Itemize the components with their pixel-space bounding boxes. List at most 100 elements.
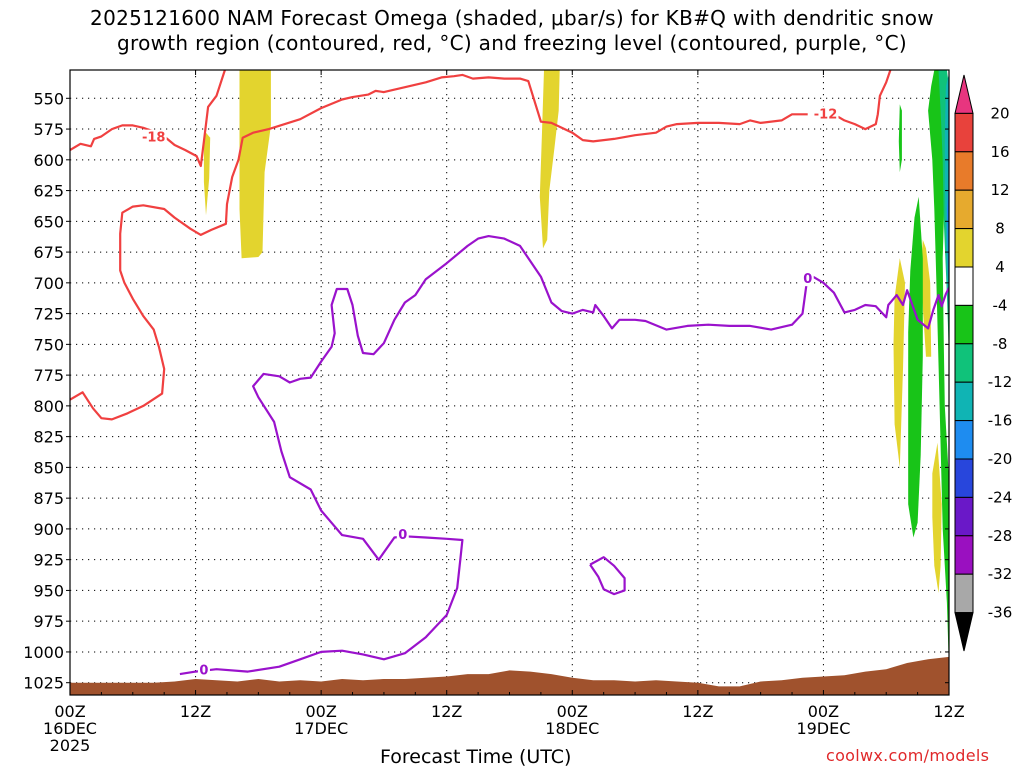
credit-link[interactable]: coolwx.com/models bbox=[826, 746, 990, 765]
contour-line bbox=[833, 70, 892, 131]
contour-label-text: 0 bbox=[398, 528, 407, 543]
contour-line bbox=[589, 556, 626, 596]
contour-line bbox=[70, 70, 226, 168]
contour-label-text: 0 bbox=[803, 272, 812, 287]
contour-label: 0 bbox=[396, 527, 409, 543]
y-tick-label: 575 bbox=[33, 120, 64, 139]
x-tick-label: 12Z bbox=[933, 702, 964, 721]
colorbar-swatch bbox=[954, 112, 974, 153]
terrain bbox=[70, 656, 949, 695]
colorbar-swatch bbox=[954, 573, 974, 614]
y-tick-label: 850 bbox=[33, 458, 64, 477]
x-tick-label: 16DEC bbox=[43, 719, 97, 738]
colorbar-swatch bbox=[954, 535, 974, 575]
y-tick-label: 975 bbox=[33, 612, 64, 631]
y-tick-label: 1000 bbox=[23, 643, 64, 662]
omega-shade-region bbox=[898, 104, 902, 173]
contour-label-text: -12 bbox=[814, 107, 838, 122]
x-tick-label: 00Z bbox=[808, 702, 839, 721]
colorbar-swatch bbox=[954, 266, 974, 306]
chart-title: 2025121600 NAM Forecast Omega (shaded, μ… bbox=[0, 6, 1024, 56]
colorbar-label: -28 bbox=[988, 527, 1013, 545]
colorbar-swatch bbox=[954, 151, 974, 191]
contour-label: -12 bbox=[812, 106, 839, 122]
x-tick-label: 00Z bbox=[557, 702, 588, 721]
omega-shading bbox=[203, 70, 949, 671]
x-tick-label: 12Z bbox=[431, 702, 462, 721]
contour-label-bg bbox=[801, 271, 814, 287]
colorbar-swatch bbox=[954, 74, 974, 114]
contour-line bbox=[179, 235, 949, 676]
x-tick-label: 00Z bbox=[54, 702, 85, 721]
colorbar-label: -32 bbox=[988, 565, 1013, 583]
y-tick-label: 775 bbox=[33, 366, 64, 385]
colorbar-label: -12 bbox=[988, 373, 1013, 391]
colorbar-label: 8 bbox=[995, 220, 1005, 238]
colorbar-label: -36 bbox=[988, 604, 1013, 622]
colorbar-swatch bbox=[954, 381, 974, 422]
x-tick-label: 18DEC bbox=[545, 719, 599, 738]
omega-shade-region bbox=[203, 132, 211, 216]
y-tick-label: 600 bbox=[33, 151, 64, 170]
omega-shade-region bbox=[932, 442, 942, 593]
y-tick-label: 750 bbox=[33, 335, 64, 354]
x-tick-label: 00Z bbox=[305, 702, 336, 721]
y-tick-label: 625 bbox=[33, 182, 64, 201]
y-axis: 550 575 600 625 650 675 700 725 750 775 800 825 850 8… bbox=[23, 89, 949, 693]
contour-label-bg bbox=[197, 662, 210, 678]
y-tick-label: 550 bbox=[33, 89, 64, 108]
colorbar-label: 4 bbox=[995, 258, 1005, 276]
contour-label-text: 0 bbox=[199, 663, 208, 678]
colorbar-swatch bbox=[954, 343, 974, 383]
terrain-fill bbox=[70, 656, 949, 695]
colorbar-swatch bbox=[954, 304, 974, 345]
contour-label: 0 bbox=[197, 662, 210, 678]
y-tick-label: 950 bbox=[33, 581, 64, 600]
chart-title-line-1: 2025121600 NAM Forecast Omega (shaded, μ… bbox=[90, 6, 934, 30]
y-tick-label: 700 bbox=[33, 274, 64, 293]
omega-shade-region bbox=[539, 70, 560, 249]
colorbar-swatch bbox=[954, 420, 974, 460]
y-tick-label: 650 bbox=[33, 212, 64, 231]
x-tick-label: 17DEC bbox=[294, 719, 348, 738]
contour-labels: -18 -12 0 0 0 bbox=[140, 106, 839, 678]
colorbar-label: -16 bbox=[988, 412, 1013, 430]
colorbar-swatch bbox=[954, 496, 974, 537]
y-tick-label: 900 bbox=[33, 520, 64, 539]
colorbar-label: -20 bbox=[988, 450, 1013, 468]
colorbar-swatch bbox=[954, 612, 974, 652]
contour-label-bg bbox=[812, 106, 839, 122]
colorbar-label: -4 bbox=[993, 296, 1008, 314]
y-tick-label: 1025 bbox=[23, 674, 64, 693]
contour-label-text: -18 bbox=[142, 131, 166, 146]
colorbar-label: 20 bbox=[990, 104, 1009, 122]
contour-label-bg bbox=[396, 527, 409, 543]
colorbar-label: 16 bbox=[990, 143, 1009, 161]
omega-shade-region bbox=[239, 70, 271, 259]
x-tick-label: 2025 bbox=[50, 736, 91, 755]
contour-label-bg bbox=[140, 129, 167, 145]
colorbar-swatch bbox=[954, 458, 974, 498]
colorbar-swatch bbox=[954, 228, 974, 268]
contour-line bbox=[70, 159, 240, 421]
x-tick-label: 19DEC bbox=[796, 719, 850, 738]
y-tick-label: 675 bbox=[33, 243, 64, 262]
colorbar: 20 16 12 8 4 -4 -8 -12 -16 -20 -24 -28 -32 -36 bbox=[954, 74, 1013, 652]
x-axis-title: Forecast Time (UTC) bbox=[380, 746, 572, 768]
x-tick-label: 12Z bbox=[180, 702, 211, 721]
colorbar-label: 12 bbox=[990, 181, 1009, 199]
colorbar-label: -8 bbox=[993, 335, 1008, 353]
contour-lines bbox=[70, 70, 949, 676]
chart-title-line-2: growth region (contoured, red, °C) and f… bbox=[117, 31, 907, 55]
omega-shade-region bbox=[893, 258, 905, 468]
y-tick-label: 800 bbox=[33, 397, 64, 416]
x-tick-label: 12Z bbox=[682, 702, 713, 721]
contour-line bbox=[237, 73, 808, 161]
colorbar-label: -24 bbox=[988, 488, 1013, 506]
y-tick-label: 925 bbox=[33, 551, 64, 570]
omega-shade-region bbox=[928, 70, 949, 671]
contour-label: 0 bbox=[801, 271, 814, 287]
contour-label: -18 bbox=[140, 129, 167, 146]
